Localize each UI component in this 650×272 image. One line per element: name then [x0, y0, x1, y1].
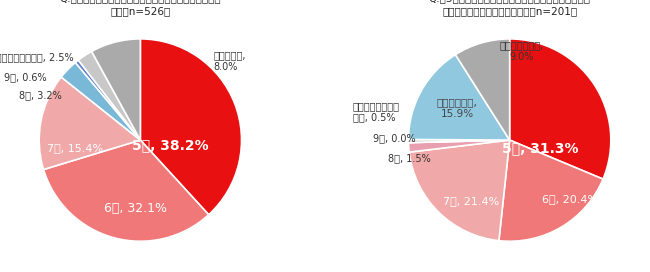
Text: 決まっていない,
9.0%: 決まっていない, 9.0% — [500, 40, 544, 62]
Text: 9月, 0.0%: 9月, 0.0% — [373, 133, 416, 143]
Wedge shape — [510, 39, 611, 179]
Wedge shape — [140, 39, 242, 215]
Text: 8月, 3.2%: 8月, 3.2% — [19, 91, 62, 101]
Text: あてはまるものは
ない, 0.5%: あてはまるものは ない, 0.5% — [353, 101, 400, 123]
Text: 8月, 1.5%: 8月, 1.5% — [388, 153, 431, 163]
Wedge shape — [410, 140, 510, 241]
Wedge shape — [408, 140, 510, 143]
Text: 6月, 32.1%: 6月, 32.1% — [104, 202, 167, 215]
Wedge shape — [408, 140, 510, 152]
Wedge shape — [39, 77, 140, 169]
Wedge shape — [92, 39, 140, 140]
Wedge shape — [408, 140, 510, 143]
Wedge shape — [75, 60, 140, 140]
Text: 6月, 20.4%: 6月, 20.4% — [542, 194, 599, 204]
Text: 7月, 15.4%: 7月, 15.4% — [47, 143, 103, 153]
Wedge shape — [408, 55, 510, 140]
Text: Q.（5月に対策を始めるのがベストと答えた人）実際に
対策を始めるのは何月ですか？（n=201）: Q.（5月に対策を始めるのがベストと答えた人）実際に 対策を始めるのは何月ですか… — [428, 0, 591, 17]
Text: Q.熱中症対策は何月から始めるのがベストだと思います
か？（n=526）: Q.熱中症対策は何月から始めるのがベストだと思います か？（n=526） — [60, 0, 221, 17]
Text: 7月, 21.4%: 7月, 21.4% — [443, 196, 499, 206]
Wedge shape — [61, 63, 140, 140]
Wedge shape — [499, 140, 603, 241]
Text: 9月, 0.6%: 9月, 0.6% — [4, 72, 46, 82]
Text: 対策はしない,
15.9%: 対策はしない, 15.9% — [437, 97, 478, 119]
Text: あてはまるものはない, 2.5%: あてはまるものはない, 2.5% — [0, 52, 73, 62]
Wedge shape — [44, 140, 209, 241]
Text: わからない,
8.0%: わからない, 8.0% — [213, 50, 246, 72]
Wedge shape — [456, 39, 510, 140]
Text: 5月, 31.3%: 5月, 31.3% — [502, 141, 578, 155]
Text: 5月, 38.2%: 5月, 38.2% — [133, 138, 209, 152]
Wedge shape — [79, 51, 140, 140]
